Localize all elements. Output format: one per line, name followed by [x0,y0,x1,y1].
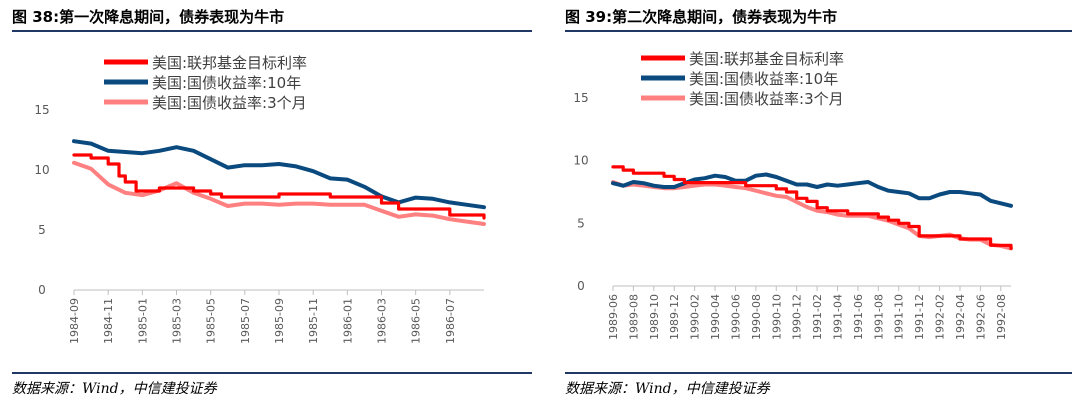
series-line-treasury-10y [611,172,1013,208]
y-tick-label: 15 [573,91,588,105]
x-tick-label: 1986-03 [376,298,389,344]
x-tick-label: 1990-06 [729,294,742,340]
x-tick-label: 1985-03 [171,298,184,344]
y-tick-label: 15 [34,103,49,117]
x-tick-label: 1986-01 [341,298,354,344]
series-line-treasury-10y [72,139,486,210]
x-tick-label: 1989-08 [627,294,640,340]
x-tick-label: 1990-10 [770,294,783,340]
x-tick-label: 1989-10 [648,294,661,340]
legend-label: 美国:联邦基金目标利率 [152,54,307,72]
x-tick-label: 1991-12 [913,294,926,340]
x-tick-label: 1991-10 [893,294,906,340]
source-note: 数据来源：Wind，中信建投证券 [12,381,217,397]
line-chart-first-rate-cut: 0 5 10 15 1984-09 1984-11 1985-01 1985-03 1985-0… [34,54,486,344]
x-tick-label: 1990-04 [709,294,722,340]
chart-panel-right: 图 39:第二次降息期间，债券表现为牛市 0 5 10 15 1989-06 1989-0… [553,0,1080,402]
x-tick-label: 1991-08 [872,294,885,340]
legend-label: 美国:国债收益率:3个月 [689,90,844,108]
legend-label: 美国:国债收益率:10年 [152,74,301,92]
chart-title: 图 38:第一次降息期间，债券表现为牛市 [12,8,285,26]
x-tick-label: 1985-07 [239,298,252,344]
x-tick-label: 1992-06 [974,294,987,340]
x-tick-label: 1985-01 [136,298,149,344]
x-tick-label: 1986-05 [410,298,423,344]
y-tick-label: 10 [573,154,588,168]
chart-panel-left: 图 38:第一次降息期间，债券表现为牛市 0 5 10 15 1984-09 1984-1… [12,8,532,397]
x-tick-label: 1985-09 [273,298,286,344]
series-line-treasury-3m [72,160,486,226]
x-tick-label: 1989-06 [607,294,620,340]
x-tick-label: 1984-09 [68,298,81,344]
bottom-divider [12,372,532,374]
legend-label: 美国:联邦基金目标利率 [689,50,844,68]
x-tick-label: 1989-12 [668,294,681,340]
legend-label: 美国:国债收益率:10年 [689,70,838,88]
x-tick-label: 1992-04 [954,294,967,340]
x-tick-label: 1984-11 [102,298,115,344]
x-tick-label: 1991-06 [852,294,865,340]
title-divider [565,30,1072,32]
bottom-divider [565,372,1072,374]
y-tick-label: 10 [34,163,49,177]
x-tick-label: 1992-02 [934,294,947,340]
x-tick-label: 1990-08 [750,294,763,340]
series-line-fed-rate [72,153,486,220]
x-tick-label: 1990-12 [791,294,804,340]
x-tick-label: 1985-11 [307,298,320,344]
x-tick-label: 1986-07 [444,298,457,344]
y-tick-label: 5 [38,223,46,237]
x-tick-label: 1991-02 [811,294,824,340]
y-tick-label: 5 [577,216,585,230]
x-tick-label: 1991-04 [832,294,845,340]
x-tick-label: 1990-02 [689,294,702,340]
x-tick-label: 1985-05 [205,298,218,344]
series-line-fed-rate [611,165,1013,250]
y-tick-label: 0 [38,283,46,297]
chart-title: 图 39:第二次降息期间，债券表现为牛市 [565,8,838,26]
title-divider [12,30,532,32]
legend-label: 美国:国债收益率:3个月 [152,94,307,112]
line-chart-second-rate-cut: 0 5 10 15 1989-06 1989-08 1989-10 1989-12 1990-0… [573,50,1013,340]
x-tick-label: 1992-08 [995,294,1008,340]
source-note: 数据来源：Wind，中信建投证券 [565,381,770,397]
y-tick-label: 0 [577,279,585,293]
